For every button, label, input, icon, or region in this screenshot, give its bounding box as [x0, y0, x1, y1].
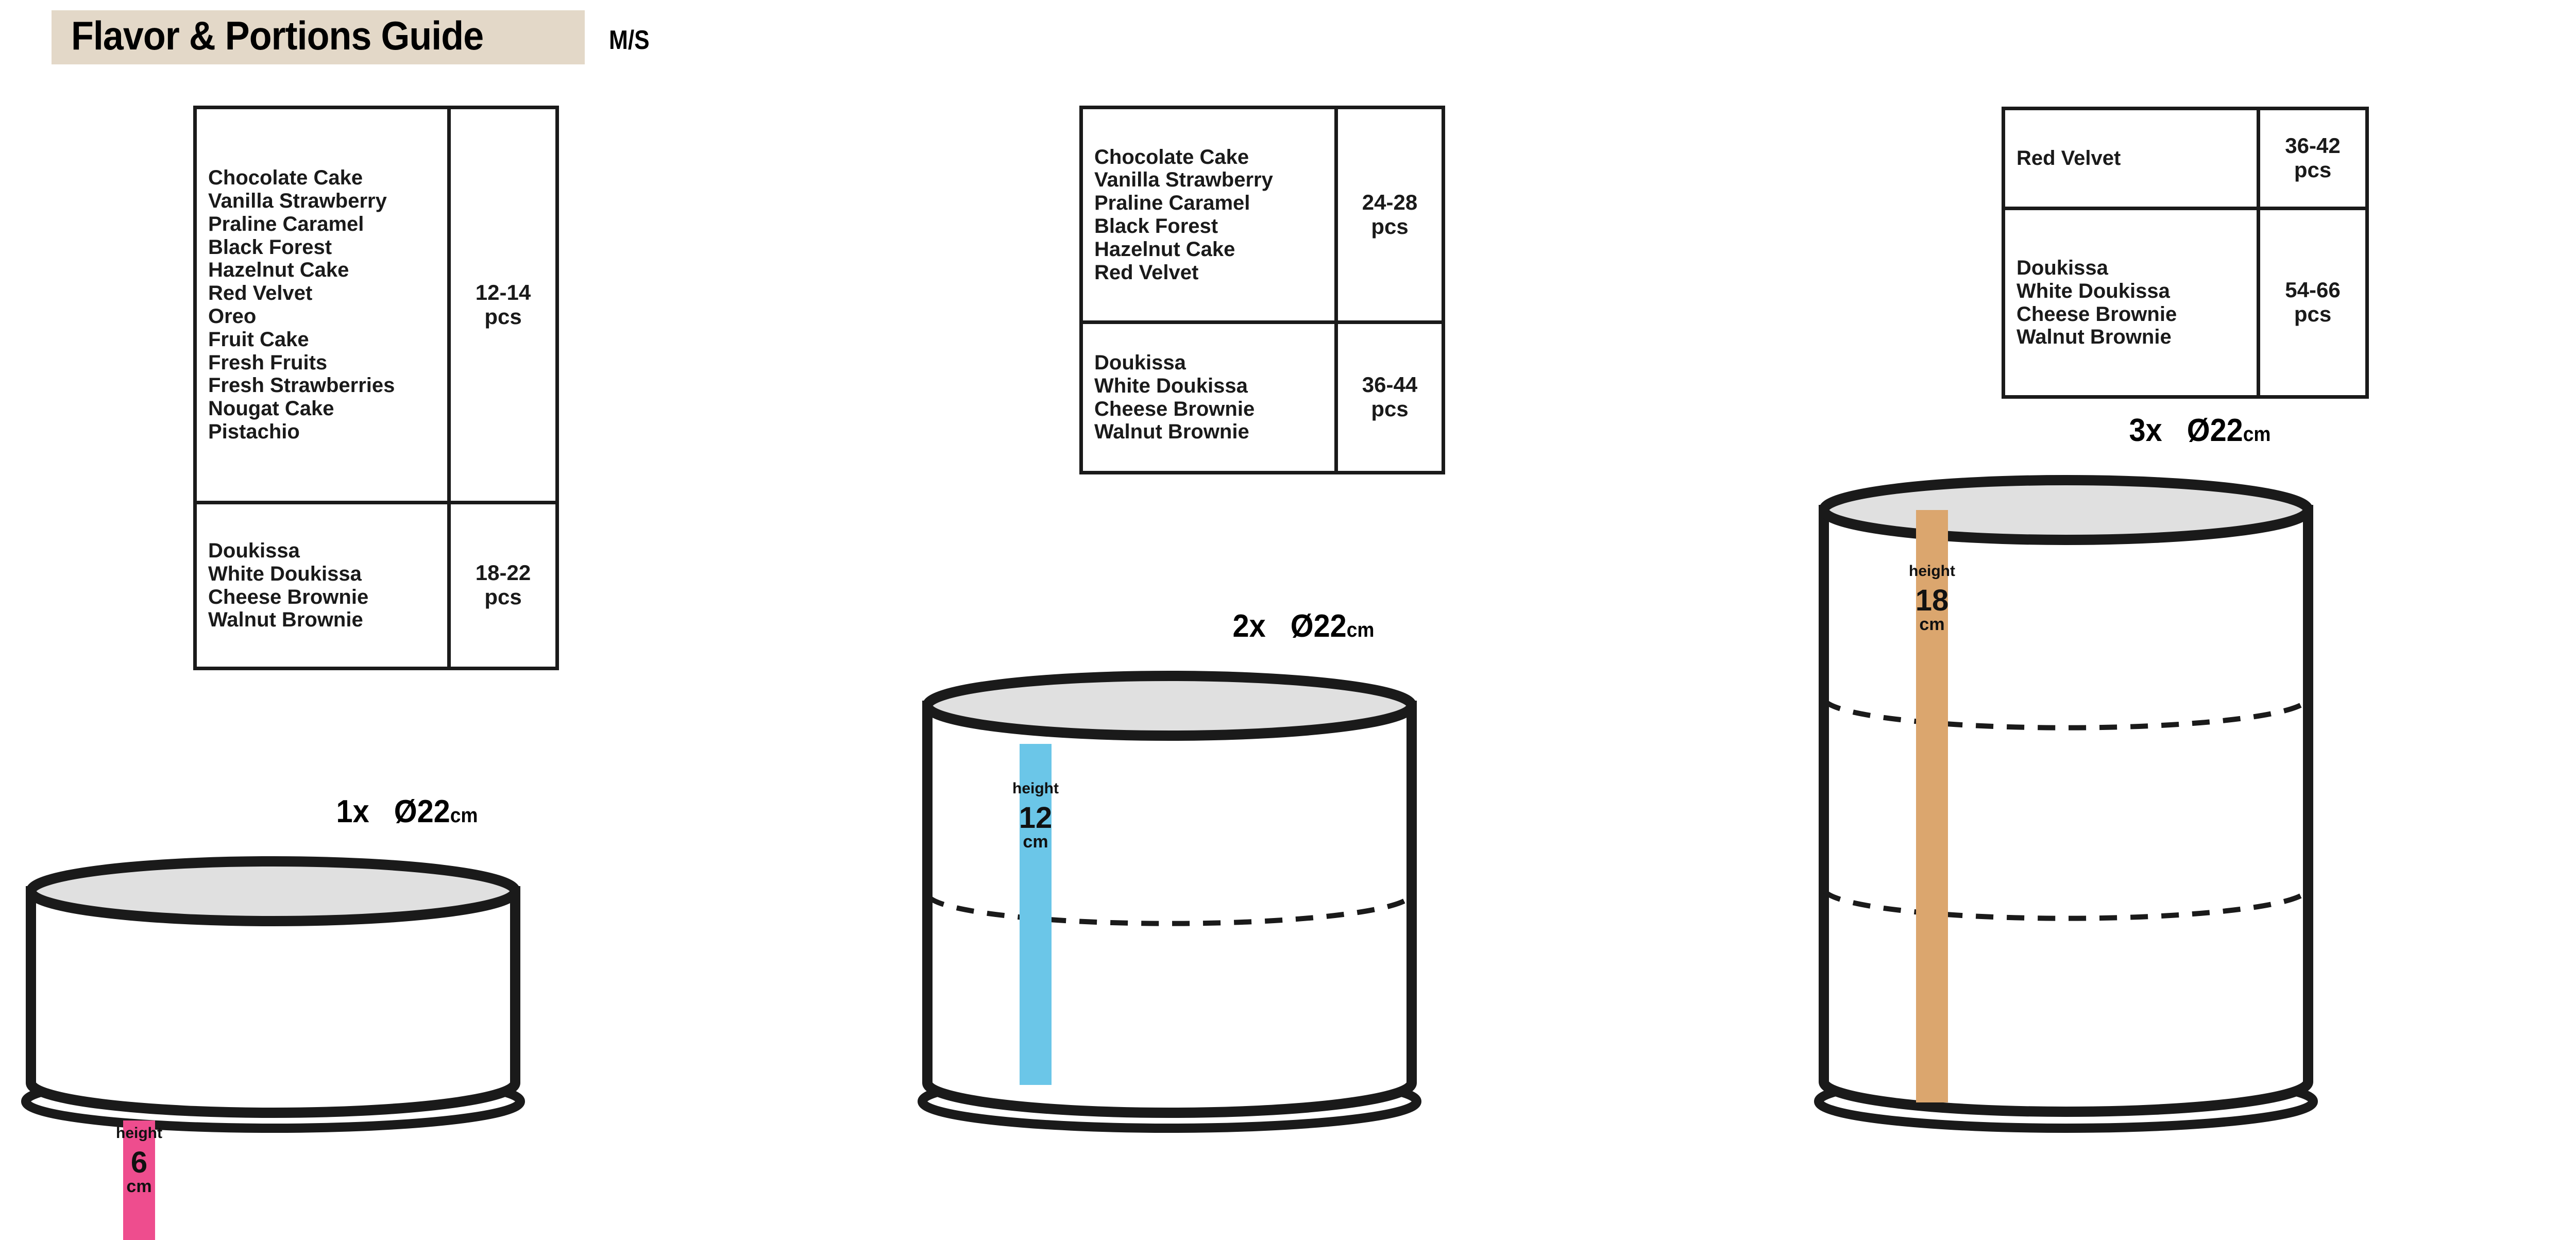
- flavor-item: White Doukissa: [2016, 279, 2170, 302]
- flavor-item: Fruit Cake: [208, 328, 309, 351]
- height-indicator-bar-3x: height 18 cm: [1909, 510, 1955, 1102]
- flavor-item: Doukissa: [208, 539, 300, 562]
- cake-layer-count: 2x: [1232, 608, 1266, 644]
- portion-count-cell: 54-66 pcs: [2260, 210, 2365, 395]
- flavor-item: Praline Caramel: [208, 212, 364, 235]
- height-indicator-bar-2x: height 12 cm: [1012, 744, 1059, 1085]
- flavor-item: Cheese Brownie: [1094, 397, 1255, 420]
- table-row: Doukissa White Doukissa Cheese Brownie W…: [197, 501, 555, 667]
- height-bar-value: 6: [130, 1146, 148, 1179]
- cake-diameter: Ø22: [394, 794, 450, 829]
- header-banner: [52, 10, 585, 64]
- flavor-item: Walnut Brownie: [208, 608, 363, 632]
- flavor-item: Hazelnut Cake: [1094, 237, 1235, 261]
- flavor-list-cell: Chocolate Cake Vanilla Strawberry Pralin…: [197, 109, 451, 501]
- flavor-item: Hazelnut Cake: [208, 259, 349, 282]
- flavor-item: Fresh Fruits: [208, 351, 328, 374]
- cake-caption-2x: 2x Ø22cm: [935, 608, 1672, 644]
- flavor-item: Cheese Brownie: [2016, 302, 2177, 326]
- portion-count-cell: 12-14 pcs: [451, 109, 555, 501]
- flavor-item: Nougat Cake: [208, 397, 334, 420]
- cake-diameter: Ø22: [1290, 608, 1347, 644]
- flavor-item: White Doukissa: [208, 562, 362, 585]
- cake-layer-count: 3x: [2129, 413, 2162, 448]
- cake-diagram-3x: 3x Ø22cm height 18 cm: [1803, 412, 2576, 1134]
- portions-table-medium: Chocolate Cake Vanilla Strawberry Pralin…: [1079, 106, 1445, 474]
- flavor-list-cell: Doukissa White Doukissa Cheese Brownie W…: [2005, 210, 2260, 395]
- height-bar-unit: cm: [126, 1177, 152, 1197]
- portion-range: 24-28: [1362, 190, 1418, 214]
- portion-count-cell: 36-44 pcs: [1338, 324, 1442, 471]
- table-row: Doukissa White Doukissa Cheese Brownie W…: [1083, 320, 1442, 471]
- table-row: Doukissa White Doukissa Cheese Brownie W…: [2005, 207, 2365, 395]
- portions-table-small: Chocolate Cake Vanilla Strawberry Pralin…: [193, 106, 559, 670]
- cake-diameter: Ø22: [2187, 413, 2243, 448]
- portion-range: 54-66: [2285, 278, 2341, 302]
- portion-range: 36-44: [1362, 372, 1418, 397]
- flavor-item: Red Velvet: [208, 282, 313, 305]
- flavor-item: Pistachio: [208, 420, 300, 443]
- flavor-list-cell: Red Velvet: [2005, 110, 2260, 207]
- flavor-list-cell: Chocolate Cake Vanilla Strawberry Pralin…: [1083, 109, 1338, 320]
- cake-caption-3x: 3x Ø22cm: [1831, 412, 2569, 449]
- flavor-item: Chocolate Cake: [1094, 145, 1249, 168]
- flavor-item: Black Forest: [1094, 215, 1218, 237]
- cake-diagram-1x: 1x Ø22cm height 6 cm: [10, 793, 804, 1240]
- size-code-label: M/S: [609, 25, 650, 55]
- cake-diagram-2x: 2x Ø22cm height 12 cm: [907, 608, 1700, 1134]
- portion-range: 36-42: [2285, 133, 2341, 158]
- table-row: Red Velvet 36-42 pcs: [2005, 110, 2365, 207]
- flavor-item: Chocolate Cake: [208, 166, 363, 190]
- portion-count-cell: 36-42 pcs: [2260, 110, 2365, 207]
- height-bar-label: height: [116, 1125, 162, 1142]
- cake-layer-count: 1x: [336, 794, 369, 829]
- flavor-item: Red Velvet: [1094, 261, 1199, 284]
- flavor-item: Cheese Brownie: [208, 585, 369, 608]
- flavor-item: White Doukissa: [1094, 374, 1248, 397]
- cake-diameter-unit: cm: [1346, 619, 1375, 641]
- flavor-list-cell: Doukissa White Doukissa Cheese Brownie W…: [1083, 324, 1338, 471]
- portion-range: 12-14: [475, 280, 531, 304]
- portion-count-cell: 18-22 pcs: [451, 504, 555, 667]
- flavor-item: Doukissa: [1094, 351, 1186, 374]
- height-bar-value: 12: [1019, 801, 1053, 835]
- flavor-item: Walnut Brownie: [2016, 326, 2172, 349]
- flavor-item: Oreo: [208, 305, 257, 328]
- portion-range: 18-22: [475, 560, 531, 585]
- height-bar-value: 18: [1915, 584, 1949, 617]
- cake-diameter-unit: cm: [450, 804, 478, 827]
- portion-unit: pcs: [2294, 158, 2332, 182]
- flavor-item: Vanilla Strawberry: [208, 190, 387, 213]
- flavor-item: Doukissa: [2016, 256, 2108, 279]
- height-bar-unit: cm: [1919, 615, 1945, 635]
- table-row: Chocolate Cake Vanilla Strawberry Pralin…: [1083, 109, 1442, 320]
- cake-caption-1x: 1x Ø22cm: [38, 793, 776, 830]
- portion-unit: pcs: [2294, 302, 2332, 327]
- flavor-item: Red Velvet: [2016, 147, 2121, 170]
- portions-table-large: Red Velvet 36-42 pcs Doukissa White Douk…: [2002, 107, 2369, 399]
- table-row: Chocolate Cake Vanilla Strawberry Pralin…: [197, 109, 555, 501]
- height-indicator-bar-1x: height 6 cm: [116, 1120, 162, 1240]
- height-bar-unit: cm: [1023, 832, 1048, 852]
- portion-unit: pcs: [484, 585, 522, 609]
- height-bar-label: height: [1909, 563, 1955, 580]
- portion-unit: pcs: [1371, 214, 1409, 239]
- cake-illustration-1x: [21, 856, 525, 1133]
- flavor-item: Vanilla Strawberry: [1094, 168, 1273, 192]
- page-title: Flavor & Portions Guide: [71, 13, 484, 58]
- flavor-item: Fresh Strawberries: [208, 374, 395, 397]
- height-bar-label: height: [1012, 780, 1059, 797]
- flavor-item: Black Forest: [208, 235, 332, 259]
- flavor-item: Praline Caramel: [1094, 192, 1250, 215]
- portion-unit: pcs: [484, 304, 522, 329]
- portion-count-cell: 24-28 pcs: [1338, 109, 1442, 320]
- flavor-list-cell: Doukissa White Doukissa Cheese Brownie W…: [197, 504, 451, 667]
- flavor-item: Walnut Brownie: [1094, 420, 1249, 444]
- cake-diameter-unit: cm: [2243, 423, 2271, 446]
- portion-unit: pcs: [1371, 397, 1409, 421]
